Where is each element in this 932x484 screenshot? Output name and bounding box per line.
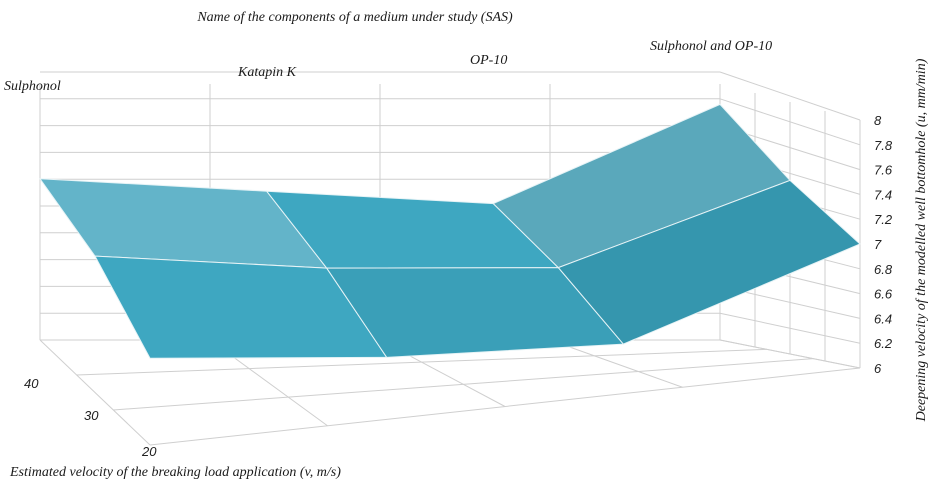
- z-tick-label: 6: [874, 361, 882, 376]
- z-tick-label: 7.4: [874, 187, 892, 202]
- z-tick-label: 7.8: [874, 138, 893, 153]
- floor-grid-line: [76, 348, 767, 376]
- component-label: OP-10: [470, 53, 507, 68]
- grid-line: [719, 71, 861, 121]
- chart-title: Name of the components of a medium under…: [196, 10, 513, 25]
- velocity-tick-label: 30: [84, 408, 99, 423]
- z-axis-label: Deepening velocity of the modelled well …: [914, 58, 929, 422]
- velocity-tick-label: 40: [24, 376, 39, 391]
- chart-labels: Name of the components of a medium under…: [4, 10, 929, 480]
- surface-plot: [38, 103, 861, 359]
- component-label: Katapin K: [237, 65, 297, 80]
- x-axis-label: Estimated velocity of the breaking load …: [9, 465, 341, 480]
- z-tick-label: 6.2: [874, 336, 893, 351]
- z-tick-label: 7.6: [874, 163, 893, 178]
- z-tick-label: 7.2: [874, 212, 893, 227]
- z-tick-label: 8: [874, 113, 882, 128]
- floor-grid-line: [39, 339, 151, 446]
- z-tick-label: 6.8: [874, 262, 893, 277]
- z-tick-label: 6.6: [874, 287, 893, 302]
- z-tick-label: 7: [874, 237, 882, 252]
- floor-grid-line: [719, 339, 861, 369]
- velocity-tick-label: 20: [141, 444, 157, 459]
- surface-face: [557, 179, 861, 345]
- z-tick-label: 6.4: [874, 311, 892, 326]
- floor-grid-line: [549, 339, 683, 388]
- floor-grid-line: [149, 367, 861, 446]
- floor-grid-line: [113, 358, 814, 411]
- component-label: Sulphonol: [4, 79, 61, 94]
- component-label: Sulphonol and OP-10: [650, 39, 772, 54]
